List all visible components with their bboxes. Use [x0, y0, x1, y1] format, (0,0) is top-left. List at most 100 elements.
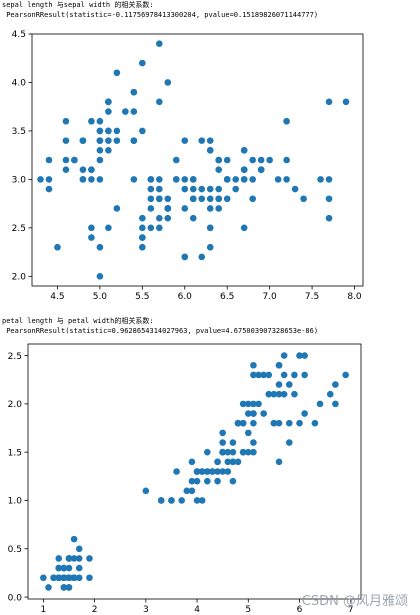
- scatter-point: [257, 156, 265, 164]
- scatter-point: [147, 195, 155, 203]
- scatter-point: [291, 185, 299, 193]
- scatter-point: [198, 185, 206, 193]
- scatter-point: [215, 156, 223, 164]
- scatter-point: [88, 117, 95, 125]
- scatter-point: [181, 176, 189, 183]
- scatter-point: [65, 555, 73, 562]
- scatter-point: [260, 371, 267, 379]
- scatter-point: [215, 185, 223, 193]
- scatter-point: [240, 176, 248, 183]
- scatter-point: [285, 439, 293, 446]
- scatter-point: [198, 137, 206, 144]
- scatter-point: [224, 458, 232, 466]
- scatter-point: [229, 448, 237, 456]
- scatter-point: [224, 448, 232, 456]
- scatter-point: [70, 574, 78, 582]
- scatter-point: [86, 555, 93, 562]
- scatter-point: [88, 176, 95, 183]
- y-tick-label: 4.5: [12, 30, 26, 40]
- scatter-point: [65, 574, 73, 582]
- scatter-point: [45, 185, 53, 193]
- scatter-point: [75, 555, 83, 562]
- scatter-point: [189, 195, 197, 203]
- scatter-point: [65, 564, 73, 572]
- scatter-point: [198, 195, 206, 203]
- scatter-point: [139, 214, 146, 222]
- scatter-point: [70, 535, 78, 543]
- x-tick-label: 6.0: [178, 292, 193, 302]
- scatter-point: [45, 176, 53, 183]
- scatter-point: [249, 156, 256, 164]
- scatter-point: [79, 176, 87, 183]
- scatter-point: [178, 497, 185, 504]
- scatter-point: [122, 108, 129, 115]
- scatter-point: [229, 439, 237, 446]
- scatter-point: [280, 352, 288, 359]
- scatter-point: [55, 564, 63, 572]
- scatter-point: [79, 137, 87, 144]
- scatter-point: [250, 410, 257, 417]
- scatter-point: [239, 400, 247, 408]
- scatter-point: [244, 448, 252, 456]
- scatter-point: [206, 243, 214, 251]
- scatter-point: [250, 419, 257, 427]
- scatter-point: [244, 410, 252, 417]
- scatter-point: [275, 390, 283, 398]
- scatter-point: [130, 108, 138, 115]
- scatter-point: [275, 381, 283, 388]
- scatter-point: [156, 224, 163, 232]
- scatter-point: [325, 176, 333, 183]
- scatter-point: [96, 243, 104, 251]
- scatter-point: [181, 205, 189, 212]
- scatter-point: [283, 156, 290, 164]
- scatter-point: [223, 195, 231, 203]
- scatter-point: [316, 400, 324, 408]
- x-tick-label: 5: [245, 605, 251, 615]
- scatter-point: [164, 205, 172, 212]
- scatter-point: [147, 176, 155, 183]
- scatter-point: [300, 195, 307, 203]
- scatter-point: [342, 98, 350, 106]
- scatter-point: [206, 147, 214, 154]
- y-tick-label: 0.0: [8, 593, 23, 603]
- plot-frame: [27, 343, 362, 600]
- y-tick-label: 2.5: [12, 224, 26, 234]
- x-tick-label: 3: [143, 605, 149, 615]
- scatter-point: [75, 564, 83, 572]
- scatter-point: [215, 166, 223, 173]
- scatter-point: [113, 127, 121, 135]
- scatter-point: [139, 59, 146, 67]
- scatter-point: [240, 166, 248, 173]
- scatter-point: [332, 381, 339, 388]
- scatter-point: [88, 234, 95, 241]
- scatter-point: [325, 98, 333, 106]
- scatter-point: [139, 234, 146, 241]
- scatter-point: [130, 88, 138, 96]
- scatter-point: [105, 127, 112, 135]
- scatter-point: [257, 166, 265, 173]
- scatter-point: [285, 381, 293, 388]
- scatter-point: [40, 574, 47, 582]
- scatter-point: [260, 410, 267, 417]
- correlation-output-1: sepal length 与sepal width 的相关系数: Pearson…: [2, 0, 318, 20]
- scatter-point: [147, 185, 155, 193]
- scatter-point: [270, 419, 278, 427]
- x-tick-label: 2: [92, 605, 98, 615]
- scatter-point: [285, 419, 293, 427]
- scatter-point: [291, 390, 298, 398]
- y-tick-label: 3.5: [12, 127, 26, 137]
- scatter-point: [255, 400, 262, 408]
- scatter-point: [204, 448, 211, 456]
- scatter-point: [193, 497, 201, 504]
- x-tick-label: 6: [297, 605, 303, 615]
- scatter-point: [301, 371, 308, 379]
- scatter-point: [193, 477, 201, 485]
- x-tick-label: 5.0: [93, 292, 108, 302]
- output-2-line-1: petal length 与 petal width的相关系数:: [2, 317, 154, 325]
- x-tick-label: 7.0: [262, 292, 277, 302]
- x-tick-label: 5.5: [135, 292, 149, 302]
- scatter-point: [62, 156, 70, 164]
- scatter-point: [204, 477, 211, 485]
- scatter-point: [71, 156, 78, 164]
- scatter-point: [250, 371, 257, 379]
